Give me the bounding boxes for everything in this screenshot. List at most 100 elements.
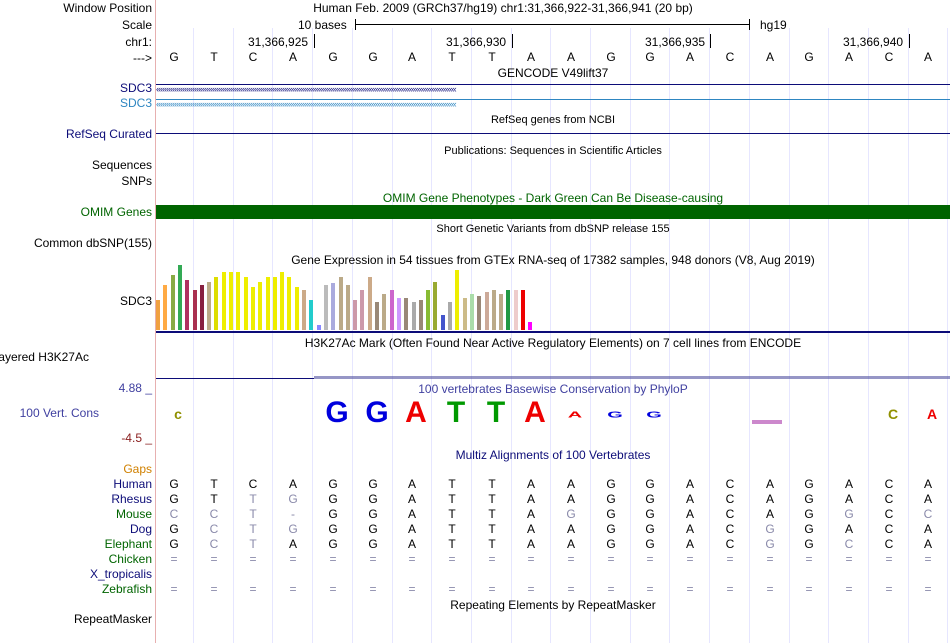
species-label-chicken[interactable]: Chicken [108,552,152,566]
gtex-tissue-bar[interactable] [440,315,445,330]
gtex-tissue-bar[interactable] [426,290,431,330]
conservation-track-label[interactable]: 100 Vert. Cons [19,406,99,420]
base-gridline [511,28,512,643]
alignment-base: A [566,492,575,506]
gtex-tissue-bar[interactable] [448,302,452,330]
gtex-tissue-bar[interactable] [418,300,423,330]
gtex-tissue-bar[interactable] [411,302,416,330]
gtex-tissue-bar[interactable] [170,275,175,330]
gtex-tissue-bar[interactable] [484,292,489,330]
gtex-tissue-bar[interactable] [221,272,226,330]
alignment-base: = [289,552,297,566]
gtex-tissue-bar[interactable] [258,282,263,330]
species-label-rhesus[interactable]: Rhesus [111,492,152,506]
alignment-base: = [249,582,257,596]
gtex-tissue-bar[interactable] [528,322,533,330]
refseq-gene-line[interactable] [156,133,950,134]
gtex-tissue-bar[interactable] [177,265,182,330]
gtex-tissue-bar[interactable] [506,290,511,330]
gtex-tissue-bar[interactable] [353,300,358,330]
scale-label: Scale [121,18,152,32]
gtex-tissue-bar[interactable] [316,325,321,330]
gtex-tissue-bar[interactable] [375,302,379,330]
gtex-tissue-bar[interactable] [236,272,241,330]
gtex-tissue-bar[interactable] [214,277,219,330]
gtex-tissue-bar[interactable] [345,285,350,330]
gtex-tissue-bar[interactable] [163,285,168,330]
gtex-tissue-bar[interactable] [360,290,365,330]
alignment-base: C [923,507,933,521]
gtex-tissue-bar[interactable] [250,287,255,330]
gencode-gene-label-sdc3[interactable]: SDC3 [119,81,152,95]
strand-arrow-label[interactable]: ---> [133,51,152,65]
gtex-tissue-bar[interactable] [396,298,401,330]
species-label-x-tropicalis[interactable]: X_tropicalis [89,567,152,581]
gtex-tissue-bar[interactable] [521,290,525,330]
gtex-tissue-bar[interactable] [491,290,496,330]
gtex-tissue-bar[interactable] [338,277,343,330]
gtex-tissue-bar[interactable] [207,282,212,330]
publications-sequences-label[interactable]: Sequences [91,158,152,172]
gencode-gene-label-sdc3-alt[interactable]: SDC3 [119,96,152,110]
alignment-base: = [924,582,932,596]
species-label-mouse[interactable]: Mouse [115,507,152,521]
gtex-tissue-bar[interactable] [469,294,474,330]
species-label-zebrafish[interactable]: Zebrafish [101,582,152,596]
gtex-tissue-bar[interactable] [280,272,285,330]
gtex-gene-label[interactable]: SDC3 [119,294,152,308]
panel-divider[interactable] [155,0,156,643]
scale-bar-tick-left [355,19,356,30]
sequence-base: A [566,50,575,64]
gtex-tissue-bar[interactable] [302,290,306,330]
base-gridline [352,28,353,643]
phylop-track-title: 100 vertebrates Basewise Conservation by… [418,382,688,396]
gtex-tissue-bar[interactable] [294,287,299,330]
alignment-base: = [408,582,416,596]
gtex-tissue-bar[interactable] [404,298,409,330]
omim-track-label[interactable]: OMIM Genes [80,205,152,219]
repeatmasker-track-label[interactable]: RepeatMasker [73,612,152,626]
gtex-tissue-bar[interactable] [455,270,460,330]
multiz-track-title: Multiz Alignments of 100 Vertebrates [455,448,651,462]
gencode-transcript-sdc3[interactable]: ‹‹‹‹‹‹‹‹‹‹‹‹‹‹‹‹‹‹‹‹‹‹‹‹‹‹‹‹‹‹‹‹‹‹‹‹‹‹‹‹… [156,84,950,94]
gtex-tissue-bar[interactable] [433,282,438,330]
gtex-tissue-bar[interactable] [382,294,387,330]
publications-snps-label[interactable]: SNPs [121,174,152,188]
species-label-elephant[interactable]: Elephant [104,537,152,551]
gtex-baseline [156,331,950,333]
gtex-tissue-bar[interactable] [272,277,277,330]
species-label-dog[interactable]: Dog [129,522,152,536]
gtex-tissue-bar[interactable] [477,296,482,330]
refseq-track-label[interactable]: RefSeq Curated [65,127,152,141]
gtex-tissue-bar[interactable] [499,294,504,330]
gtex-tissue-bar[interactable] [185,280,190,330]
gencode-transcript-sdc3-alt[interactable]: ‹‹‹‹‹‹‹‹‹‹‹‹‹‹‹‹‹‹‹‹‹‹‹‹‹‹‹‹‹‹‹‹‹‹‹‹‹‹‹‹… [156,99,950,109]
gencode-track-title: GENCODE V49lift37 [497,66,609,80]
gtex-tissue-bar[interactable] [309,300,314,330]
gtex-tissue-bar[interactable] [513,290,518,330]
gtex-tissue-bar[interactable] [331,283,336,330]
species-label-human[interactable]: Human [113,477,152,491]
gtex-tissue-bar[interactable] [367,277,372,330]
omim-gene-bar[interactable] [156,205,950,219]
alignment-base: T [488,522,496,536]
gtex-tissue-bar[interactable] [265,277,270,330]
genome-browser-tracks[interactable]: Human Feb. 2009 (GRCh37/hg19) chr1:31,36… [156,0,950,643]
h3k27ac-track-label[interactable]: Layered H3K27Ac [0,350,89,364]
base-gridline [709,28,710,643]
alignment-base: A [566,522,575,536]
alignment-base: A [923,492,932,506]
gtex-expression-chart[interactable] [156,265,950,330]
dbsnp-track-label[interactable]: Common dbSNP(155) [33,236,152,250]
base-gridline [272,28,273,643]
gtex-tissue-bar[interactable] [323,285,328,330]
gtex-tissue-bar[interactable] [243,277,248,330]
gtex-tissue-bar[interactable] [287,277,292,330]
gtex-tissue-bar[interactable] [462,298,467,330]
base-gridline [550,28,551,643]
gtex-tissue-bar[interactable] [192,290,197,330]
gtex-tissue-bar[interactable] [389,290,394,330]
gtex-tissue-bar[interactable] [156,300,160,330]
gtex-tissue-bar[interactable] [199,285,204,330]
gtex-tissue-bar[interactable] [229,272,233,330]
